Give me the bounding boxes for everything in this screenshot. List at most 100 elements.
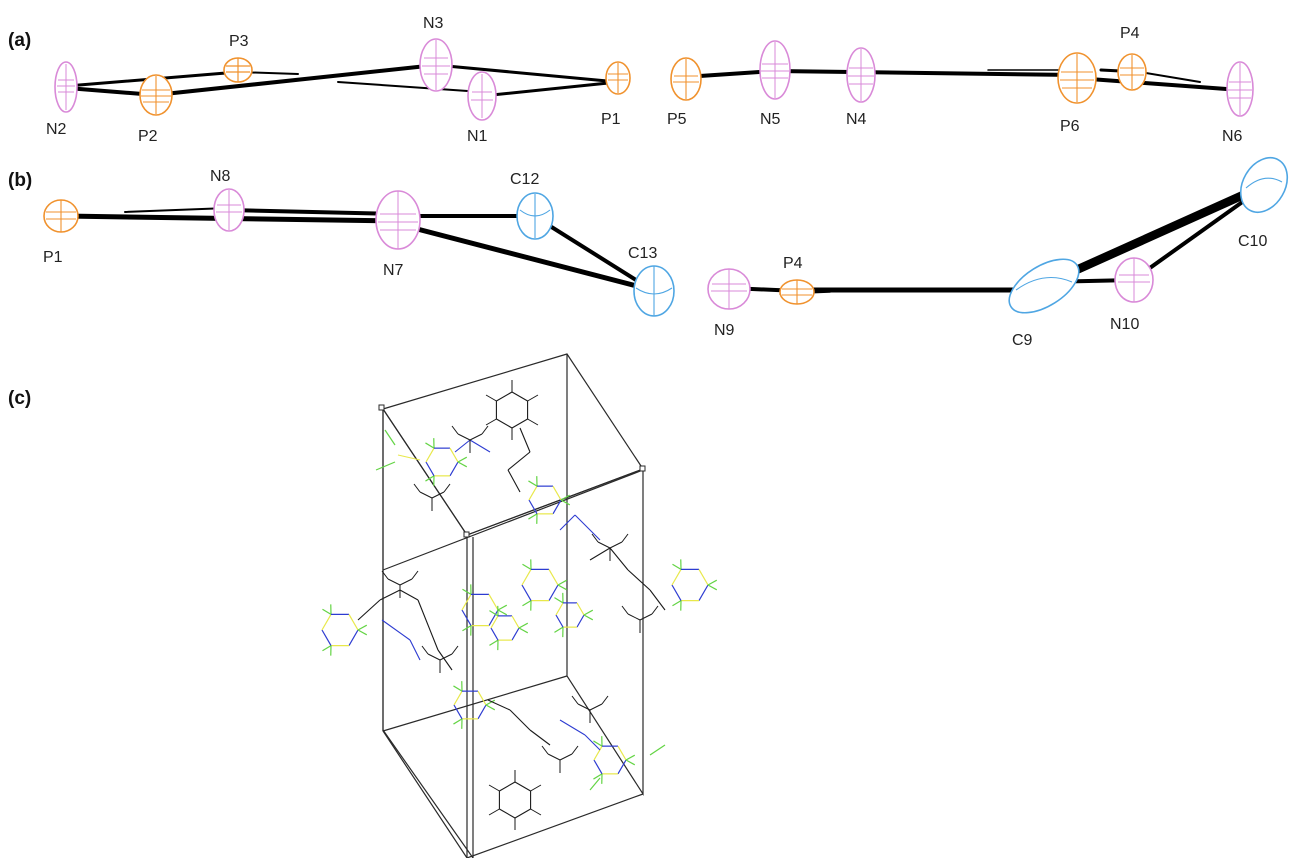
atom-n2 bbox=[54, 61, 78, 113]
molecule-bond bbox=[457, 456, 468, 463]
molecule-bond bbox=[617, 745, 627, 761]
atom-n5 bbox=[759, 40, 791, 100]
molecule-bond bbox=[698, 584, 709, 601]
atom-n7 bbox=[375, 190, 421, 250]
molecule-bond bbox=[485, 699, 496, 706]
molecule-bond bbox=[322, 645, 332, 652]
atom-label: C12 bbox=[510, 171, 539, 188]
atom-n3 bbox=[419, 38, 453, 92]
atom-label: N3 bbox=[423, 15, 444, 32]
molecule-bond bbox=[384, 429, 396, 446]
molecule-bond bbox=[541, 745, 549, 755]
atom-label: N7 bbox=[383, 262, 404, 279]
molecule-bond bbox=[560, 494, 571, 501]
atom-label: P1 bbox=[43, 249, 63, 266]
panel-label-a: (a) bbox=[8, 30, 31, 51]
atom-p5 bbox=[670, 57, 702, 101]
molecule-bond bbox=[649, 744, 666, 756]
atom-label: N9 bbox=[714, 322, 735, 339]
atom-label: P4 bbox=[1120, 25, 1140, 42]
atom-label: N6 bbox=[1222, 128, 1243, 145]
molecule-bond bbox=[671, 584, 682, 601]
molecule-bond bbox=[514, 781, 531, 792]
panel-c-crystal-packing bbox=[321, 353, 718, 858]
atom-c10 bbox=[1239, 156, 1289, 214]
molecule-bond bbox=[451, 425, 459, 435]
molecule-bond bbox=[651, 605, 659, 615]
molecule-bond bbox=[419, 491, 433, 499]
atom-label: N2 bbox=[46, 121, 67, 138]
molecule-bond bbox=[487, 699, 511, 711]
molecule-bond bbox=[425, 461, 435, 477]
molecule-bond bbox=[519, 427, 531, 453]
atom-label: P3 bbox=[229, 33, 249, 50]
molecule-bond bbox=[453, 685, 463, 692]
molecule-bond bbox=[348, 629, 359, 646]
atom-c13 bbox=[633, 265, 675, 317]
atom-p2 bbox=[139, 74, 173, 116]
atom-label: N1 bbox=[467, 128, 488, 145]
atom-n4 bbox=[846, 47, 876, 103]
molecule-bond bbox=[488, 594, 499, 611]
molecule-bond bbox=[597, 541, 611, 549]
molecule-bond bbox=[552, 499, 562, 515]
atom-label: N4 bbox=[846, 111, 867, 128]
panel-a-atoms bbox=[54, 38, 1254, 121]
atom-n10 bbox=[1114, 257, 1154, 303]
panel-b-atom-labels: P1 N8 N7 C12 C13 N9 P4 C9 N10 C10 bbox=[43, 168, 1267, 349]
molecule-bond bbox=[411, 570, 419, 580]
molecule-bond bbox=[511, 615, 520, 629]
molecule-bond bbox=[397, 454, 421, 461]
molecule-bond bbox=[530, 784, 542, 792]
molecule-bond bbox=[601, 695, 609, 705]
molecule-bond bbox=[469, 433, 483, 441]
molecule-bond bbox=[559, 753, 573, 761]
molecule-bond bbox=[576, 614, 585, 628]
molecule-bond bbox=[621, 533, 629, 543]
molecule-bond bbox=[322, 608, 332, 615]
molecule-bond bbox=[488, 808, 500, 816]
molecule-bond bbox=[453, 704, 463, 720]
molecule-bond bbox=[381, 570, 389, 580]
molecule-bond bbox=[554, 626, 564, 633]
molecule-bond bbox=[609, 541, 623, 549]
panel-a-atom-labels: N2 P2 P3 N3 N1 P1 P5 N5 N4 P6 P4 N6 bbox=[46, 15, 1243, 145]
molecule-bond bbox=[548, 584, 559, 601]
atom-label: C13 bbox=[628, 245, 657, 262]
molecule-bond bbox=[555, 602, 564, 616]
molecule-bond bbox=[522, 600, 532, 607]
atom-label: P5 bbox=[667, 111, 687, 128]
molecule-bond bbox=[379, 589, 401, 601]
molecule-bond bbox=[507, 451, 531, 471]
molecule-bond bbox=[485, 418, 497, 426]
molecule-bond bbox=[591, 533, 599, 543]
molecule-bond bbox=[707, 584, 718, 591]
molecule-bond bbox=[454, 439, 471, 453]
molecule-bond bbox=[639, 613, 653, 621]
molecule-bond bbox=[409, 639, 421, 661]
atom-c12 bbox=[516, 192, 554, 240]
atom-label: N10 bbox=[1110, 316, 1139, 333]
molecule-bond bbox=[672, 600, 682, 607]
molecule-bond bbox=[574, 514, 601, 541]
molecule-bond bbox=[469, 439, 491, 453]
molecule-bond bbox=[453, 718, 463, 725]
molecule-bond bbox=[593, 773, 603, 780]
molecule-bond bbox=[427, 653, 441, 661]
molecule-bond bbox=[485, 394, 497, 402]
molecule-bond bbox=[462, 625, 472, 632]
atom-label: C9 bbox=[1012, 332, 1033, 349]
molecule-bond bbox=[490, 615, 499, 629]
molecule-bond bbox=[481, 425, 489, 435]
molecule-bond bbox=[584, 734, 601, 751]
molecule-bond bbox=[399, 589, 419, 601]
molecule-bond bbox=[511, 627, 520, 641]
molecule-bond bbox=[399, 578, 413, 586]
molecule-bond bbox=[593, 745, 603, 761]
molecule-bond bbox=[649, 589, 666, 611]
unit-cell-box bbox=[378, 353, 646, 858]
molecule-bond bbox=[593, 740, 603, 747]
molecule-bond bbox=[431, 491, 445, 499]
molecule-bond bbox=[621, 605, 629, 615]
panel-a-ring-structure: N2 P2 P3 N3 N1 P1 P5 N5 N4 P6 P4 N6 bbox=[46, 15, 1254, 145]
